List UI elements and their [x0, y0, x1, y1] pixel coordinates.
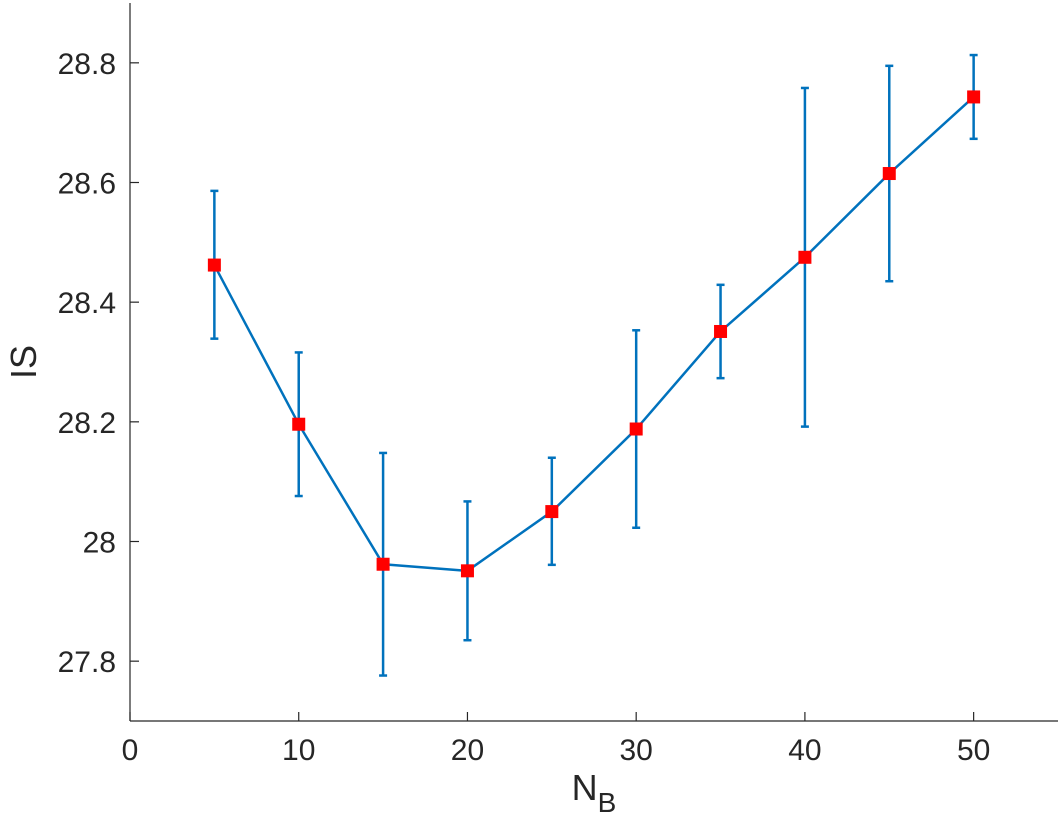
y-tick-label: 28.6 [58, 168, 116, 201]
data-point-marker [376, 557, 390, 571]
x-axis-label-subscript: B [598, 787, 617, 818]
series-layer [207, 53, 981, 677]
data-point-marker [545, 505, 559, 519]
series-line [213, 96, 975, 573]
x-tick-label: 50 [957, 734, 990, 767]
y-tick-label: 28 [83, 527, 116, 560]
y-tick-label: 28.2 [58, 407, 116, 440]
data-point-marker [882, 167, 896, 181]
y-axis-label: IS [3, 345, 44, 379]
ticks: 0 10 20 30 40 50 27.8 28 28.2 28.4 28.6 28.8 [58, 48, 991, 767]
data-point-marker [460, 564, 474, 578]
x-axis-label: NB [572, 767, 617, 818]
data-point-marker [207, 258, 221, 272]
data-point-marker [798, 250, 812, 264]
y-tick-label: 28.8 [58, 48, 116, 81]
x-tick-label: 20 [451, 734, 484, 767]
data-point-marker [714, 324, 728, 338]
data-point-marker [292, 417, 306, 431]
data-point-marker [967, 90, 981, 104]
x-tick-label: 0 [122, 734, 139, 767]
x-axis-label-main: N [572, 767, 598, 808]
x-tick-label: 40 [788, 734, 821, 767]
data-point-marker [629, 422, 643, 436]
x-tick-label: 30 [619, 734, 652, 767]
x-tick-label: 10 [282, 734, 315, 767]
y-tick-label: 27.8 [58, 646, 116, 679]
y-tick-label: 28.4 [58, 287, 116, 320]
axes [129, 3, 1058, 722]
